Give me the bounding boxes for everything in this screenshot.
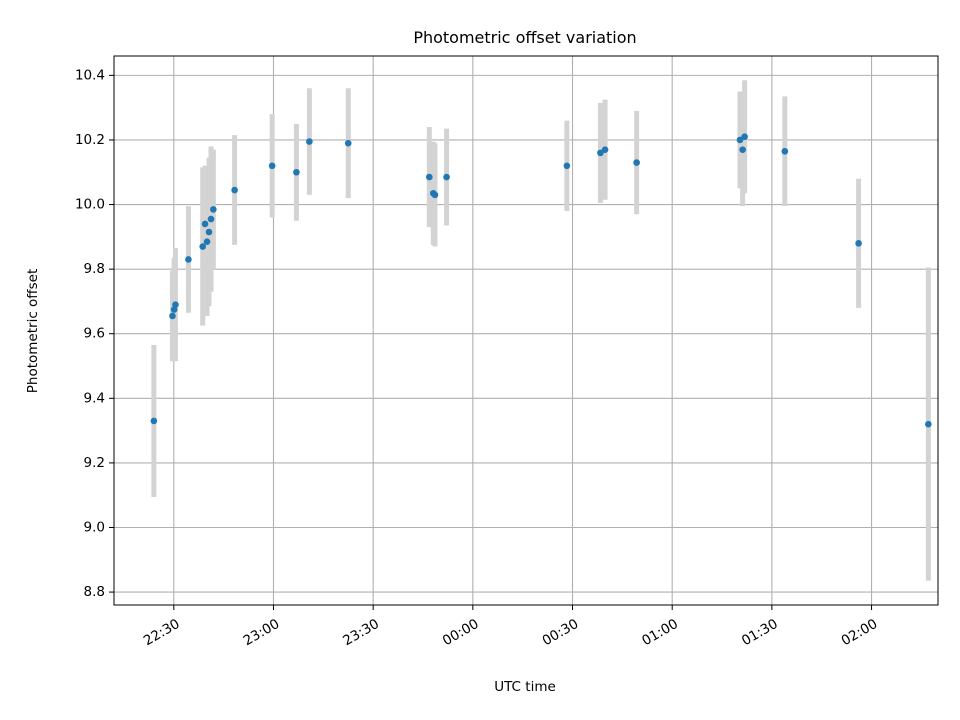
y-tick-label: 9.6 [84,326,105,342]
y-tick-label: 9.0 [84,519,105,535]
x-axis-label: UTC time [494,679,556,695]
chart-title: Photometric offset variation [413,28,636,47]
data-point [925,420,932,428]
data-point [150,417,158,425]
data-point [293,168,300,176]
data-points [150,133,932,428]
y-tick-label: 10.0 [75,197,105,213]
data-point [199,243,207,250]
y-tick-label: 8.8 [84,584,105,600]
data-point [563,162,571,170]
y-axis-ticks: 8.8 9.0 9.2 9.4 9.6 9.8 10.0 10.2 10.4 [75,67,114,600]
data-point [741,133,748,141]
data-point [231,186,238,194]
y-tick-label: 9.2 [84,455,105,471]
data-point [781,147,789,155]
data-point [203,238,211,245]
grid [114,56,938,605]
data-point [207,215,215,223]
data-point [185,256,192,263]
data-point [736,136,744,144]
y-axis-label: Photometric offset [25,269,41,393]
data-point [739,146,746,153]
data-point [633,159,640,166]
plot-frame [113,55,939,606]
data-point [201,220,209,228]
y-tick-label: 9.4 [84,390,105,406]
data-point [205,228,213,236]
data-point [855,240,862,247]
y-tick-label: 10.4 [75,67,105,83]
data-point [597,149,604,157]
y-tick-label: 10.2 [75,132,105,148]
data-point [431,191,439,199]
data-point [169,312,176,320]
data-point [344,139,352,147]
data-point [306,138,313,145]
y-tick-label: 9.8 [84,261,105,277]
data-point [443,173,450,181]
data-point [172,301,179,308]
data-point [601,146,609,153]
data-point [426,173,433,181]
data-point [268,162,276,170]
data-point [210,206,217,213]
